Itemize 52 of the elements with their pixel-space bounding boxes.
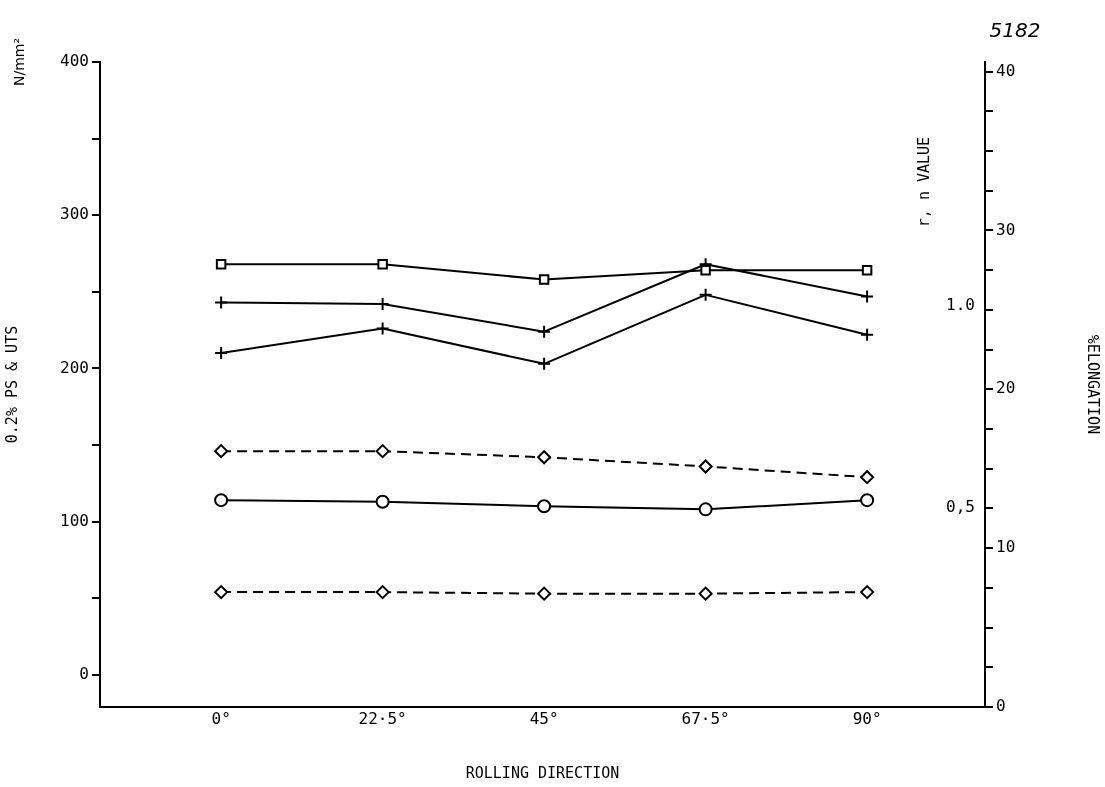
- point: [538, 274, 550, 285]
- x-tick-label: 67·5°: [681, 708, 730, 728]
- y-tick-label: 300: [60, 204, 89, 224]
- point: [214, 493, 229, 508]
- x-tick-label: 0°: [211, 708, 231, 728]
- point: [375, 321, 390, 336]
- point: [860, 585, 875, 600]
- point: [214, 295, 229, 310]
- point: [537, 356, 552, 371]
- y2-tick-label: 10: [996, 537, 1016, 557]
- point: [860, 327, 875, 342]
- y-tick-label: 200: [60, 357, 89, 377]
- point: [214, 585, 229, 600]
- point: [375, 297, 390, 312]
- point: [375, 585, 390, 600]
- point: [375, 494, 390, 509]
- point: [537, 324, 552, 339]
- point: [537, 450, 552, 465]
- point: [698, 459, 713, 474]
- x-tick-label: 45°: [529, 708, 559, 728]
- point: [537, 586, 552, 601]
- point: [861, 265, 873, 276]
- text: 5182: [989, 18, 1041, 43]
- point: [214, 444, 229, 459]
- x-axis-title: ROLLING DIRECTION: [465, 763, 620, 782]
- point: [698, 586, 713, 601]
- point: [215, 258, 227, 270]
- text: N/mm²: [10, 37, 27, 87]
- y-tick-label: 0: [79, 663, 89, 683]
- y2-tick-label: 40: [996, 60, 1016, 80]
- point: [860, 493, 875, 508]
- point: [860, 289, 875, 304]
- y-axis-title: 0.2% PS & UTS: [2, 325, 21, 444]
- y3-axis-title: r, n VALUE: [914, 136, 933, 228]
- y-tick-label: 400: [60, 51, 89, 71]
- x-tick-label: 90°: [852, 708, 882, 728]
- y2-axis-title: %ELONGATION: [1084, 334, 1103, 435]
- point: [698, 502, 713, 517]
- point: [214, 346, 229, 361]
- y3-tick-label: 1.0: [946, 295, 975, 315]
- point: [375, 444, 390, 459]
- y3-tick-label: 0,5: [946, 497, 975, 517]
- point: [377, 258, 388, 270]
- point: [698, 287, 713, 302]
- point: [700, 265, 711, 276]
- x-tick-label: 22·5°: [358, 708, 407, 728]
- point: [537, 499, 552, 514]
- y2-tick-label: 20: [996, 378, 1016, 398]
- y2-tick-label: 30: [996, 219, 1016, 239]
- y-tick-label: 100: [60, 510, 89, 530]
- y2-tick-label: 0: [996, 696, 1006, 716]
- point: [860, 470, 875, 485]
